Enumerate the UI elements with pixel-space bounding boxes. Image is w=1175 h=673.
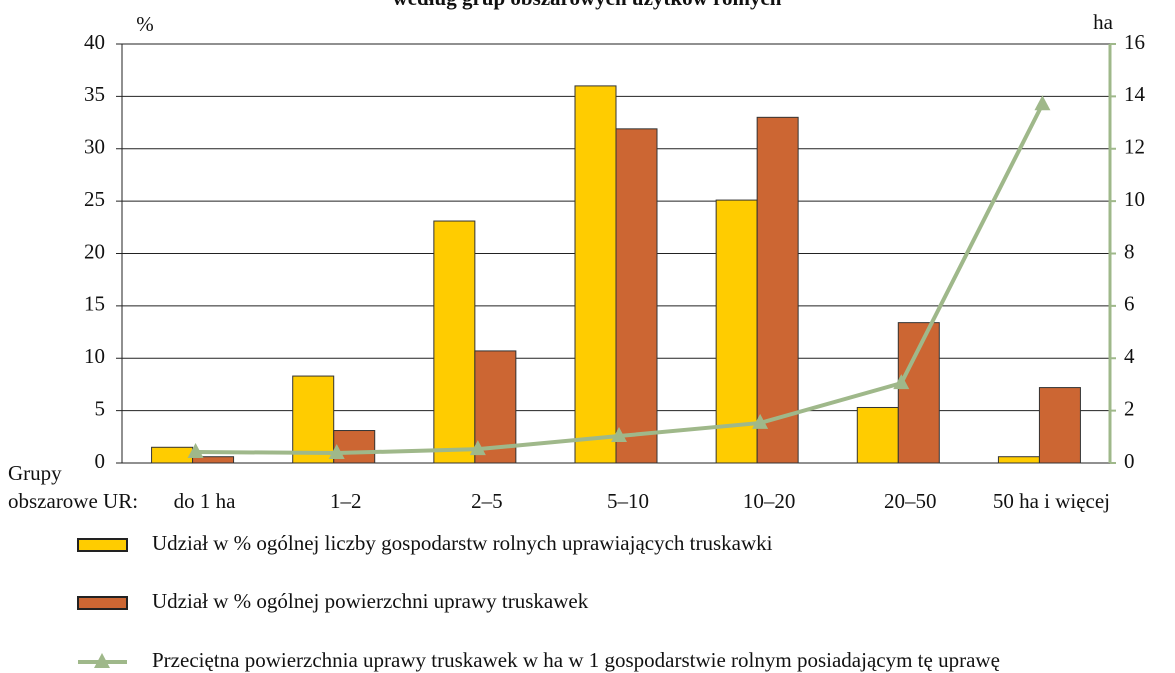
line-marker xyxy=(328,444,345,460)
x-tick-label: 1–2 xyxy=(330,489,362,513)
bar xyxy=(897,322,940,464)
chart-title: według grup obszarowych użytków rolnych xyxy=(393,0,782,10)
bar xyxy=(574,85,617,464)
y-tick-label: 25 xyxy=(84,187,105,211)
x-axis-label: obszarowe UR: xyxy=(8,489,138,513)
legend-key xyxy=(94,653,110,668)
bar xyxy=(715,199,758,464)
y-tick-label: 30 xyxy=(84,135,105,159)
y2-tick-label: 12 xyxy=(1124,135,1145,159)
bar xyxy=(433,220,476,464)
x-tick-label: do 1 ha xyxy=(174,489,237,513)
y2-tick-label: 0 xyxy=(1124,449,1135,473)
bar xyxy=(615,128,658,464)
y2-tick-label: 8 xyxy=(1124,239,1135,263)
y2-tick-label: 4 xyxy=(1124,344,1135,368)
bar xyxy=(856,406,899,464)
legend-label: Udział w % ogólnej powierzchni uprawy tr… xyxy=(152,589,589,613)
y-tick-label: 5 xyxy=(95,396,106,420)
y-tick-label: 0 xyxy=(95,449,106,473)
legend-label: Udział w % ogólnej liczby gospodarstw ro… xyxy=(152,531,773,555)
line-marker xyxy=(752,413,769,429)
x-tick-label: 50 ha i więcej xyxy=(993,489,1110,513)
bar xyxy=(756,116,799,464)
bar xyxy=(1038,387,1081,464)
x-tick-label: 20–50 xyxy=(884,489,937,513)
legend-key xyxy=(77,596,128,610)
bar xyxy=(151,446,194,464)
y2-tick-label: 2 xyxy=(1124,396,1135,420)
bar xyxy=(192,456,235,464)
legend-key xyxy=(77,538,128,552)
bar xyxy=(997,456,1040,464)
y2-tick-label: 16 xyxy=(1124,30,1145,54)
line-marker xyxy=(1034,95,1051,111)
y2-axis-label: ha xyxy=(1093,10,1114,34)
y2-tick-label: 10 xyxy=(1124,187,1145,211)
x-tick-label: 2–5 xyxy=(471,489,503,513)
bar xyxy=(292,375,335,464)
y-tick-label: 10 xyxy=(84,344,105,368)
line-marker xyxy=(893,374,910,390)
y-tick-label: 40 xyxy=(84,30,105,54)
y-tick-label: 15 xyxy=(84,292,105,316)
line-marker xyxy=(187,443,204,459)
y-tick-label: 20 xyxy=(84,239,105,263)
line-marker xyxy=(469,440,486,456)
x-tick-label: 10–20 xyxy=(743,489,796,513)
x-axis-label: Grupy xyxy=(8,461,62,485)
y2-tick-label: 14 xyxy=(1124,82,1146,106)
y-axis-label: % xyxy=(136,12,154,36)
line-marker xyxy=(611,427,627,443)
y2-tick-label: 6 xyxy=(1124,292,1135,316)
y-tick-label: 35 xyxy=(84,82,105,106)
x-tick-label: 5–10 xyxy=(607,489,649,513)
legend-label: Przeciętna powierzchnia uprawy truskawek… xyxy=(152,648,1000,672)
